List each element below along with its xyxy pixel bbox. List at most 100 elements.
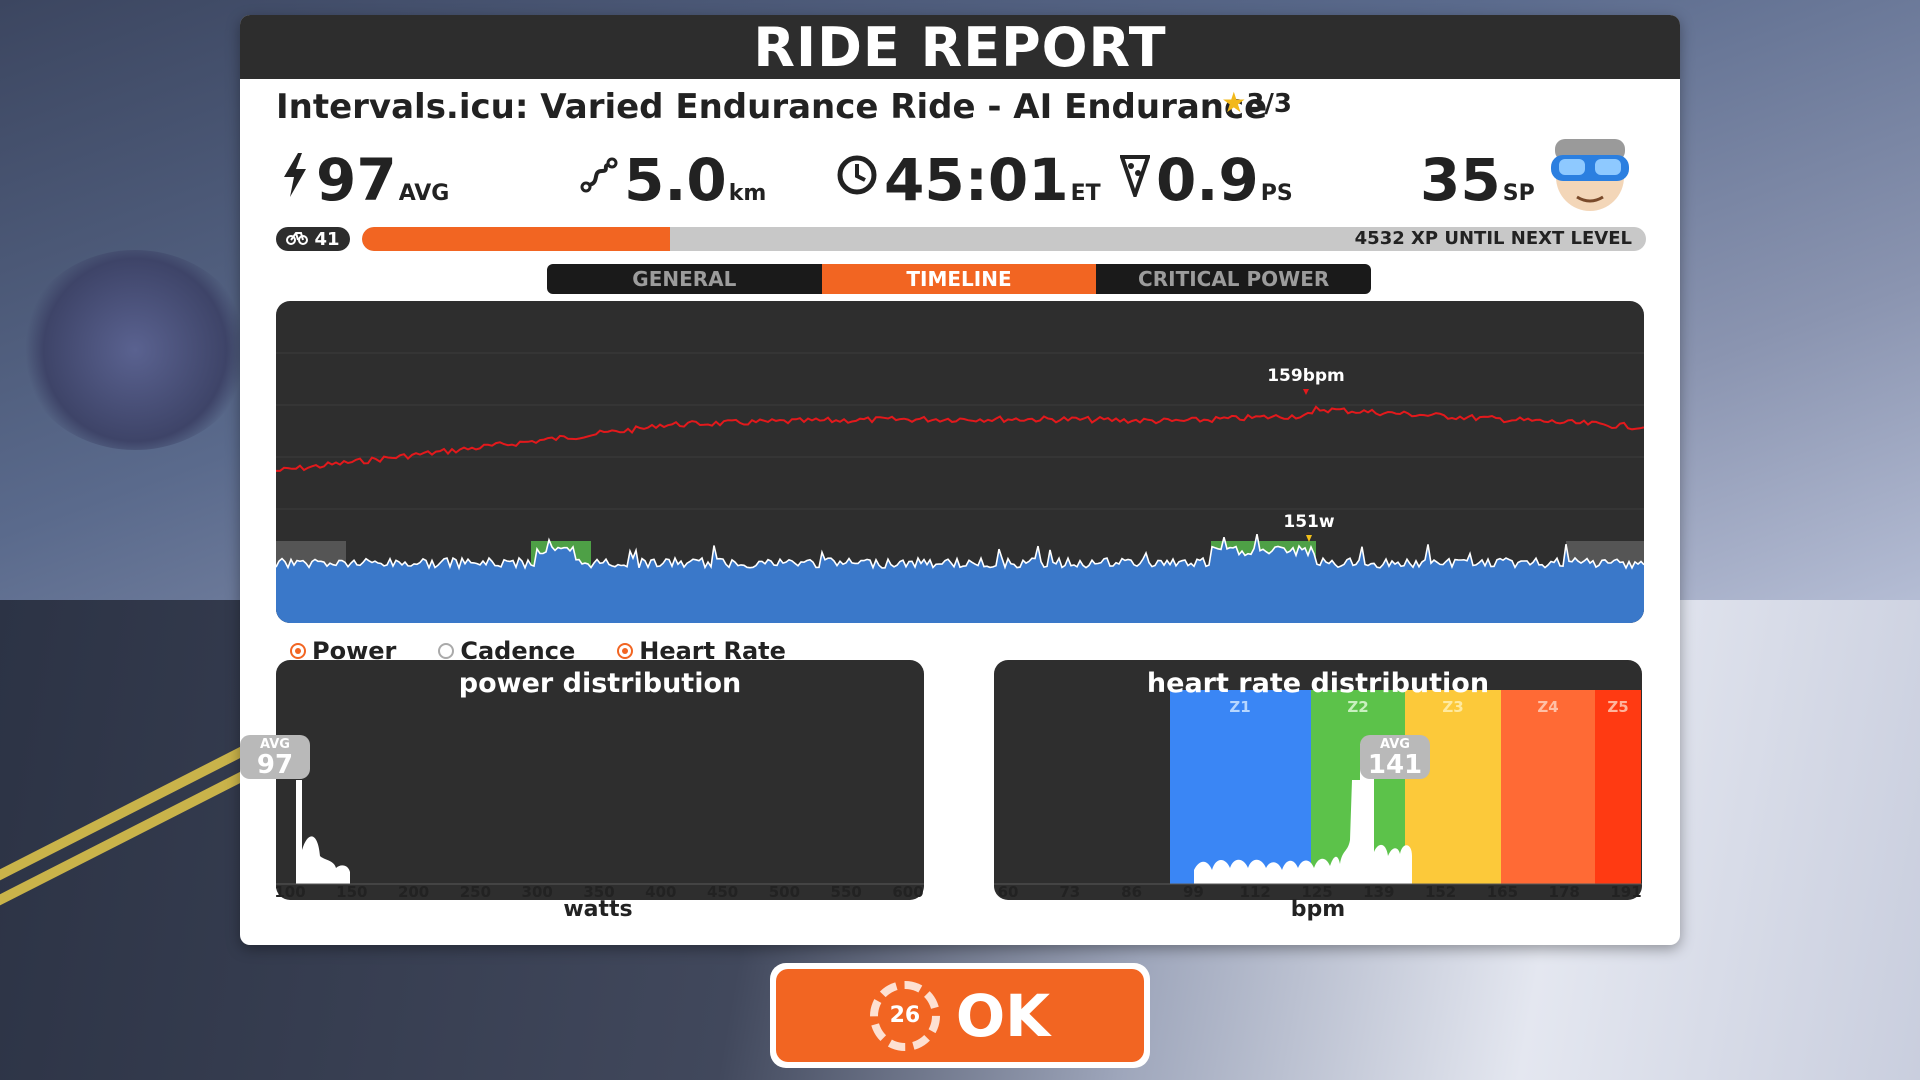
- axis-tick: 250: [459, 883, 492, 901]
- avg-label: AVG: [1380, 737, 1410, 752]
- page-title: RIDE REPORT: [753, 15, 1167, 79]
- zone-z3: [1405, 690, 1501, 884]
- axis-tick: 400: [645, 883, 677, 901]
- tab-general[interactable]: GENERAL: [632, 267, 737, 291]
- power-distribution-svg: [276, 780, 924, 885]
- hr-distribution-title: heart rate distribution: [1146, 668, 1490, 699]
- axis-tick: 99: [1182, 883, 1204, 901]
- power-axis-label: watts: [563, 897, 633, 922]
- axis-tick: 100: [274, 883, 306, 901]
- zone-label: Z1: [1229, 698, 1250, 716]
- level-value: 41: [314, 228, 340, 250]
- timeline-chart[interactable]: 159bpm 151w: [276, 301, 1644, 623]
- axis-tick: 150: [336, 883, 368, 901]
- power-area: [276, 534, 1644, 623]
- pizza-value: 0.9: [1156, 146, 1259, 214]
- time-value: 45:01: [884, 146, 1069, 214]
- distance-unit: km: [728, 181, 767, 206]
- clock-icon: [836, 154, 878, 206]
- power-distribution-chart: power distribution: [276, 660, 924, 900]
- pizza-unit: PS: [1260, 181, 1293, 206]
- stat-power: 97 AVG: [280, 145, 449, 215]
- hr-axis-label: bpm: [1290, 897, 1346, 922]
- level-bar: 41 4532 XP UNTIL NEXT LEVEL: [276, 227, 1646, 251]
- xp-progress-bar: 4532 XP UNTIL NEXT LEVEL: [362, 227, 1646, 251]
- hr-axis-ticks: 60 73 86 99 112 125 139 152 165 178 191: [240, 883, 1680, 903]
- level-badge: 41: [276, 227, 350, 251]
- axis-tick: 152: [1424, 883, 1457, 901]
- axis-tick: 500: [768, 883, 801, 901]
- lightning-icon: [280, 153, 310, 207]
- pizza-icon: [1119, 153, 1151, 207]
- bike-icon: [286, 229, 309, 250]
- ok-label: OK: [955, 981, 1051, 1050]
- tab-timeline[interactable]: TIMELINE: [821, 264, 1097, 294]
- power-value: 97: [316, 146, 397, 214]
- heart-rate-distribution-chart: Z1 Z2 Z3 Z4 Z5 heart rate distribution: [994, 660, 1642, 900]
- heart-rate-line: [276, 405, 1644, 472]
- power-unit: AVG: [398, 181, 450, 206]
- ok-button[interactable]: 26 OK: [770, 963, 1150, 1068]
- axis-tick: 86: [1121, 883, 1143, 901]
- timeline-svg: 159bpm 151w: [276, 352, 1644, 623]
- stat-distance: 5.0 km: [580, 145, 766, 215]
- zone-label: Z4: [1537, 698, 1558, 716]
- hr-peak-label: 159bpm: [1267, 366, 1345, 386]
- xp-text: 4532 XP UNTIL NEXT LEVEL: [1354, 228, 1632, 249]
- axis-tick: 300: [521, 883, 553, 901]
- distance-value: 5.0: [624, 146, 727, 214]
- tab-bar: GENERAL TIMELINE CRITICAL POWER: [547, 264, 1371, 294]
- zone-z5: [1595, 690, 1641, 884]
- star-icon: ★: [1221, 86, 1247, 119]
- hr-peak-marker: [1303, 389, 1309, 395]
- ride-name-text: Intervals.icu: Varied Endurance Ride - A…: [276, 87, 1268, 127]
- axis-tick: 191: [1610, 883, 1642, 901]
- xp-progress-fill: [362, 227, 671, 251]
- axis-tick: 600: [892, 883, 924, 901]
- hr-distribution-area: [1194, 744, 1412, 884]
- avg-value: 97: [256, 750, 294, 780]
- axis-tick: 112: [1239, 883, 1271, 901]
- zone-z1: [1170, 690, 1311, 884]
- power-line: [276, 534, 1644, 571]
- ride-count: 3/3: [1246, 89, 1293, 119]
- tab-critical-power[interactable]: CRITICAL POWER: [1138, 267, 1330, 291]
- radio-icon: [617, 643, 634, 659]
- power-peak-label: 151w: [1283, 512, 1334, 532]
- zone-label: Z5: [1607, 698, 1628, 716]
- zone-z4: [1501, 690, 1595, 884]
- sport-unit: SP: [1502, 181, 1535, 206]
- route-icon: [580, 157, 618, 203]
- power-avg-badge: AVG 97: [240, 735, 310, 779]
- stat-sport: 35 SP: [1420, 145, 1535, 215]
- avatar[interactable]: [1545, 115, 1635, 215]
- zone-label: Z3: [1442, 698, 1463, 716]
- ride-name: Intervals.icu: Varied Endurance Ride - A…: [276, 86, 1293, 127]
- axis-tick: 350: [583, 883, 615, 901]
- avg-label: AVG: [260, 737, 290, 752]
- power-distribution-title: power distribution: [458, 668, 742, 699]
- stat-pizza: 0.9 PS: [1119, 145, 1293, 215]
- ok-button-inner: 26 OK: [776, 969, 1144, 1062]
- axis-tick: 165: [1486, 883, 1519, 901]
- ride-report-panel: RIDE REPORT Intervals.icu: Varied Endura…: [240, 15, 1680, 945]
- power-distribution-area: [296, 780, 350, 884]
- radio-icon: [438, 643, 455, 659]
- panel-header: RIDE REPORT: [240, 15, 1680, 79]
- axis-tick: 200: [397, 883, 430, 901]
- axis-tick: 73: [1059, 883, 1081, 901]
- sport-value: 35: [1420, 146, 1501, 214]
- power-peak-marker: [1306, 535, 1312, 542]
- background-tree: [20, 250, 250, 450]
- axis-tick: 125: [1301, 883, 1333, 901]
- countdown-timer-icon: 26: [869, 980, 940, 1051]
- avg-value: 141: [1367, 750, 1423, 780]
- power-axis-ticks: 100 150 200 250 300 350 400 450 500 550 600: [240, 883, 960, 903]
- hr-distribution-svg: Z1 Z2 Z3 Z4 Z5: [994, 690, 1642, 885]
- radio-icon: [290, 643, 306, 659]
- stats-row: 97 AVG 5.0 km 45:01 ET 0.9 PS 35 SP: [270, 145, 1650, 215]
- axis-tick: 60: [997, 883, 1019, 901]
- axis-tick: 139: [1363, 883, 1395, 901]
- stat-time: 45:01 ET: [836, 145, 1101, 215]
- axis-tick: 550: [830, 883, 862, 901]
